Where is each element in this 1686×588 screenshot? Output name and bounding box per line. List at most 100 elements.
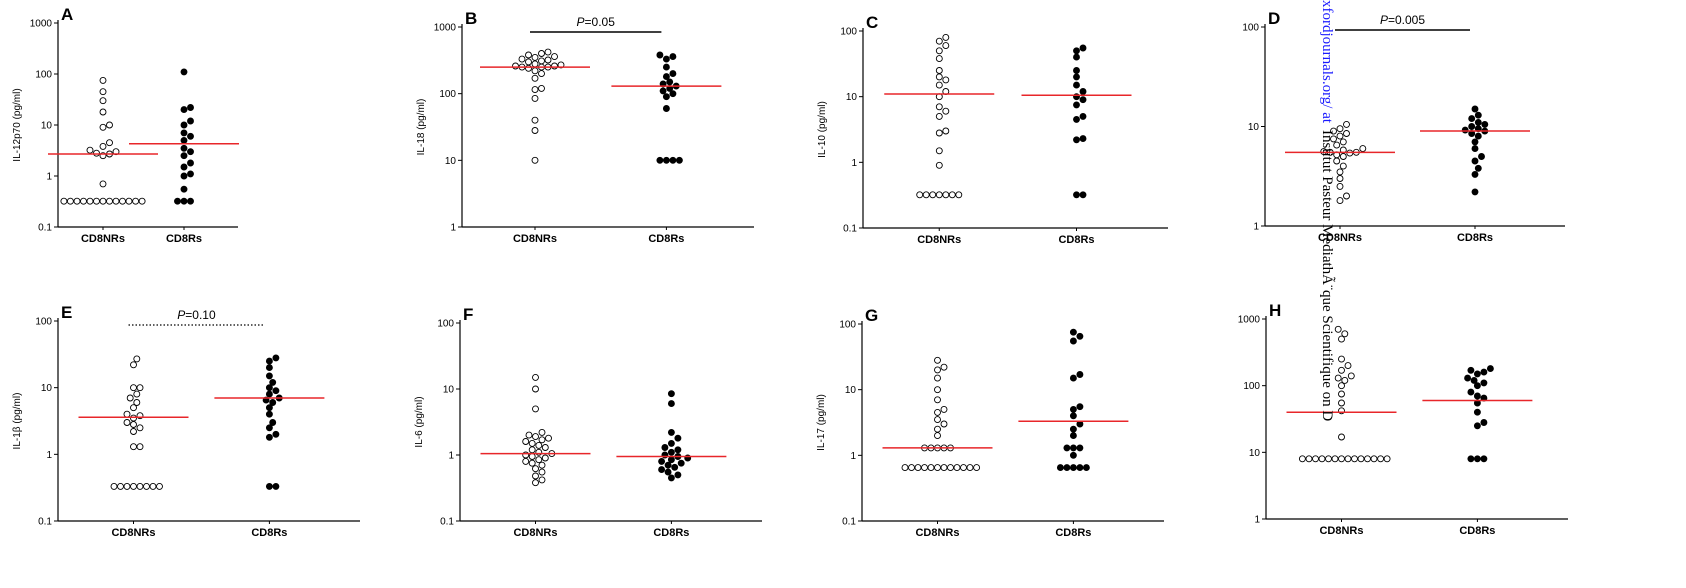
data-point [525, 51, 532, 59]
y-tick-label: 100 [437, 319, 454, 330]
data-point [1331, 455, 1339, 463]
data-point [948, 191, 956, 199]
data-point [541, 454, 549, 462]
y-axis-title: IL-6 (pg/ml) [414, 396, 425, 447]
data-point [272, 482, 280, 490]
data-point [1473, 382, 1481, 390]
y-tick-label: 0.1 [38, 223, 52, 234]
data-point [130, 428, 137, 435]
data-point [942, 127, 950, 135]
data-point [1079, 44, 1087, 52]
data-point [935, 55, 943, 63]
watermark-journal-url[interactable]: xfordjournals.org/ at [1319, 0, 1335, 124]
y-tick-label: 10 [445, 156, 457, 167]
y-tick-label: 100 [1243, 381, 1260, 392]
significance-label: P=0.005 [1380, 13, 1425, 27]
data-point [674, 434, 682, 442]
data-point [531, 60, 539, 68]
data-point [143, 482, 150, 490]
data-point [123, 419, 131, 426]
data-point [1056, 464, 1064, 472]
data-point [538, 436, 546, 444]
data-point [929, 191, 937, 199]
data-point [528, 459, 536, 467]
watermark-institution: Institut Pasteur MediathÃ¨que Scientifiq… [1319, 130, 1335, 422]
data-point [538, 84, 545, 92]
y-tick-label: 10 [1248, 122, 1260, 133]
data-point [538, 476, 546, 484]
data-point [265, 390, 273, 398]
x-category-label: CD8NRs [111, 527, 155, 539]
data-point [1330, 135, 1337, 143]
data-point [934, 408, 941, 416]
y-tick-label: 10 [41, 383, 53, 394]
data-point [667, 428, 675, 436]
data-point [916, 191, 924, 199]
data-point [1474, 164, 1482, 172]
data-point [531, 156, 539, 164]
data-point [528, 439, 536, 447]
data-point [966, 464, 974, 472]
data-point [1480, 368, 1488, 376]
y-axis-title: IL-10 (pg/ml) [817, 101, 828, 158]
data-point [914, 464, 922, 472]
data-point [180, 163, 188, 171]
data-point [136, 443, 144, 451]
data-point [1351, 455, 1358, 463]
panel-e: 0.1 1 10 100 IL-1β (pg/ml) E CD8NRs CD8Rs P=0.10 [12, 303, 360, 539]
significance-label: P=0.10 [177, 308, 216, 322]
data-point [180, 106, 188, 114]
data-point [187, 117, 194, 125]
data-point [674, 446, 682, 454]
y-tick-label: 0.1 [440, 517, 454, 528]
data-point [1473, 455, 1481, 463]
x-category-label: CD8Rs [1459, 525, 1495, 537]
data-point [935, 73, 943, 81]
x-category-label: CD8NRs [1318, 232, 1362, 244]
data-point [1063, 444, 1071, 452]
y-tick-label: 1000 [30, 19, 53, 30]
x-category-label: CD8Rs [166, 233, 202, 245]
data-point [669, 70, 677, 78]
data-point [1069, 432, 1077, 440]
data-point [934, 396, 941, 404]
data-point [662, 156, 670, 164]
data-point [1344, 362, 1352, 370]
data-point [1069, 328, 1077, 336]
data-point [265, 357, 273, 365]
data-point [1467, 388, 1475, 396]
data-point [265, 384, 273, 392]
data-point [1298, 455, 1306, 463]
data-point [1069, 464, 1077, 472]
data-point [93, 197, 100, 205]
data-point [1330, 127, 1337, 135]
y-tick-label: 1 [850, 451, 856, 462]
data-point [1341, 376, 1349, 384]
data-point [136, 384, 144, 392]
data-point [180, 172, 188, 180]
data-point [667, 448, 675, 456]
data-point [99, 97, 107, 105]
data-point [538, 57, 545, 65]
data-point [1079, 88, 1087, 95]
data-point [106, 139, 113, 147]
panel-letter: F [463, 305, 473, 324]
data-point [658, 457, 666, 465]
data-point [532, 433, 539, 441]
data-point [180, 152, 188, 160]
data-point [940, 363, 948, 371]
data-point [545, 434, 552, 442]
data-point [934, 425, 941, 433]
x-category-label: CD8Rs [1058, 234, 1094, 246]
y-tick-label: 100 [439, 89, 456, 100]
panel-letter: G [865, 306, 878, 325]
data-point [942, 33, 950, 41]
y-tick-label: 1 [1254, 515, 1260, 526]
y-tick-label: 1 [851, 158, 857, 169]
data-point [1359, 145, 1367, 153]
data-point [180, 121, 188, 129]
data-point [522, 457, 530, 465]
data-point [1069, 374, 1077, 382]
data-point [1364, 455, 1371, 463]
data-point [180, 185, 188, 193]
